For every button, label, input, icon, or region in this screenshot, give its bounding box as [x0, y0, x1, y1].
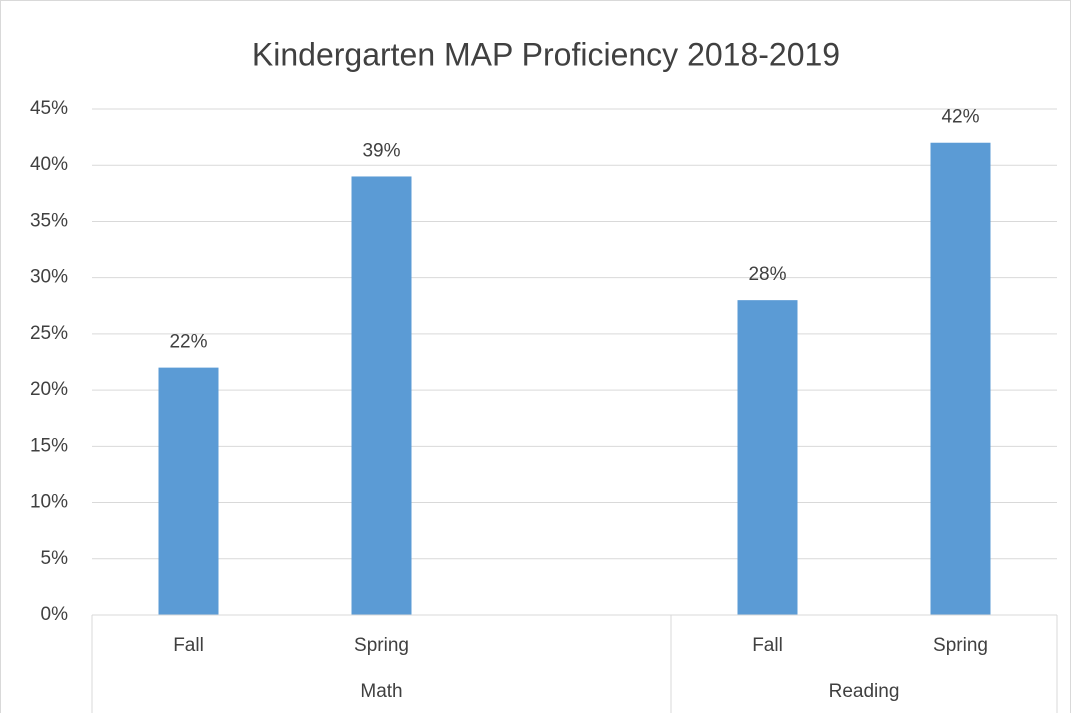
value-label: 39% [362, 140, 400, 161]
group-label: Reading [829, 681, 900, 702]
y-tick-label: 30% [30, 267, 68, 288]
y-tick-label: 20% [30, 379, 68, 400]
y-tick-label: 35% [30, 210, 68, 231]
x-tick-label: Spring [933, 635, 988, 656]
value-label: 42% [941, 107, 979, 128]
group-label: Math [360, 681, 402, 702]
x-tick-label: Spring [354, 635, 409, 656]
chart-title: Kindergarten MAP Proficiency 2018-2019 [252, 36, 840, 72]
y-tick-label: 5% [41, 548, 69, 569]
value-label: 28% [748, 264, 786, 285]
x-tick-label: Fall [173, 635, 204, 656]
y-tick-label: 0% [41, 604, 69, 625]
bar [351, 176, 412, 615]
y-tick-label: 10% [30, 492, 68, 513]
bar [930, 142, 991, 615]
y-tick-label: 40% [30, 154, 68, 175]
y-tick-label: 45% [30, 98, 68, 119]
x-tick-label: Fall [752, 635, 783, 656]
bar [737, 300, 798, 615]
value-label: 22% [169, 332, 207, 353]
y-tick-label: 15% [30, 435, 68, 456]
y-tick-label: 25% [30, 323, 68, 344]
bar [158, 367, 219, 615]
